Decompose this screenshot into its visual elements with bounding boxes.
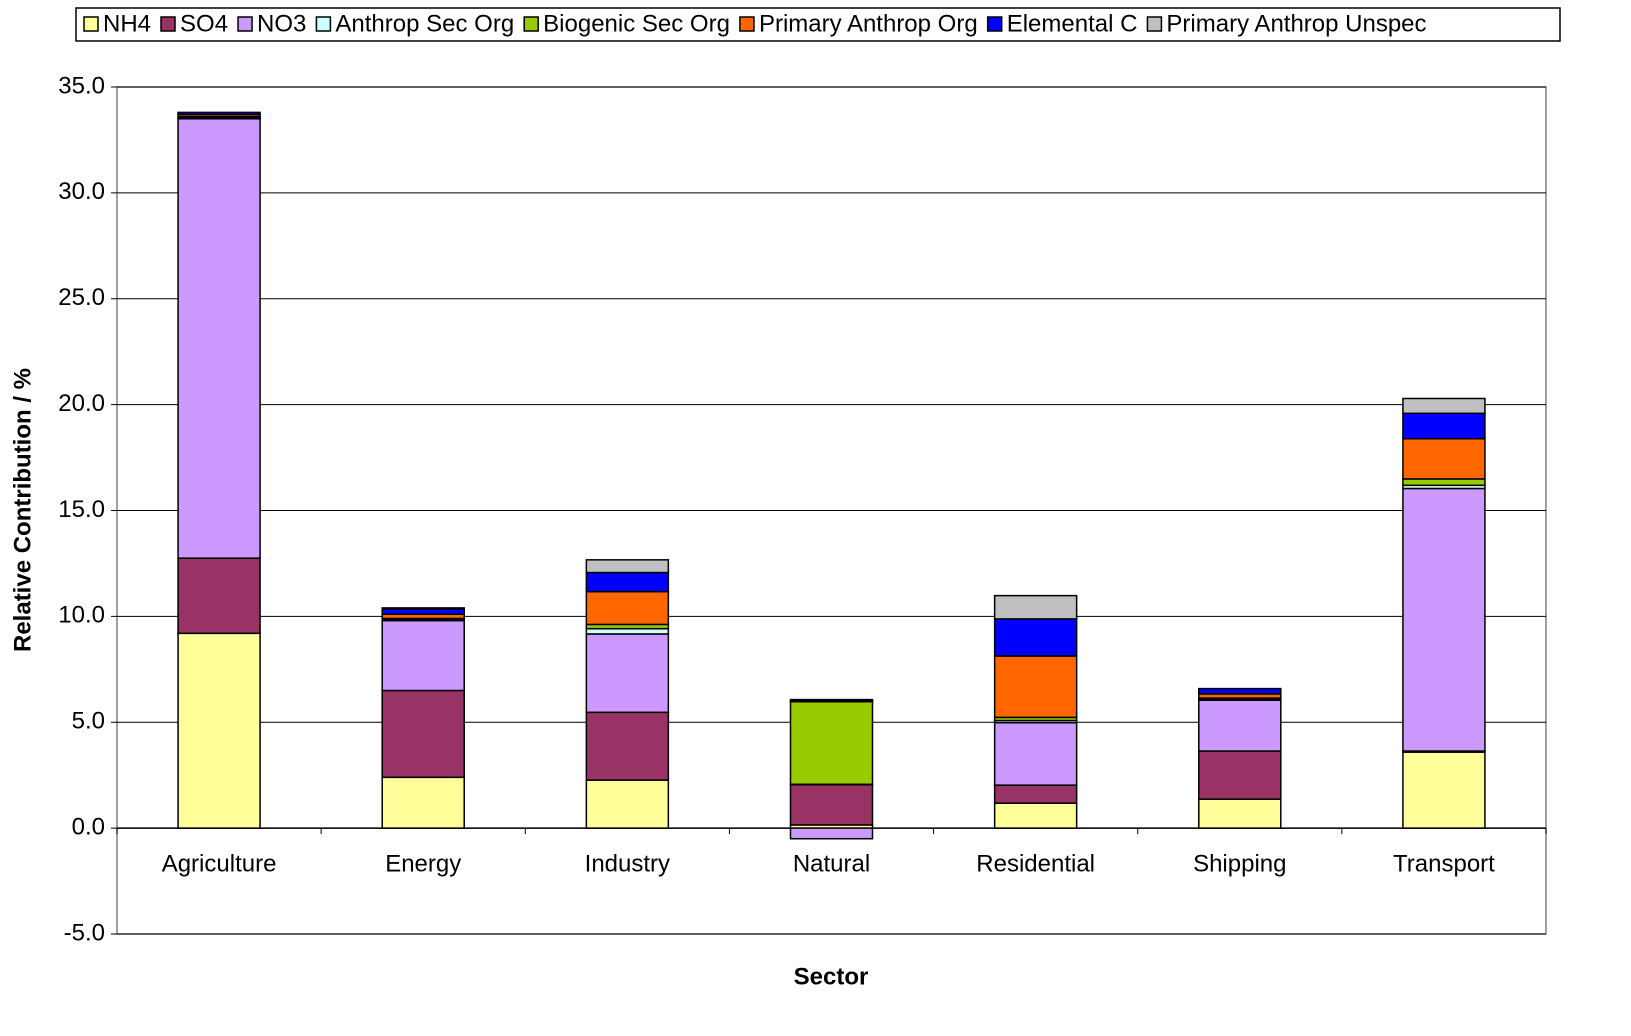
bar-segment	[791, 785, 873, 825]
x-tick-label: Transport	[1393, 850, 1495, 877]
legend-label: Biogenic Sec Org	[543, 10, 730, 37]
y-tick-label: 30.0	[58, 178, 105, 205]
bar-segment	[586, 592, 668, 625]
bar-segment	[586, 634, 668, 712]
bar-segment	[995, 619, 1077, 656]
bar-segment	[995, 596, 1077, 619]
bar-segment	[382, 609, 464, 614]
x-tick-label: Industry	[585, 850, 670, 877]
bar-segment	[586, 560, 668, 573]
y-axis-title: Relative Contribution / %	[9, 368, 36, 652]
bar-segment	[382, 608, 464, 609]
legend-label: Primary Anthrop Unspec	[1166, 10, 1426, 37]
bar-segment	[1199, 689, 1281, 694]
x-tick-label: Shipping	[1193, 850, 1286, 877]
legend-label: Elemental C	[1007, 10, 1138, 37]
x-tick-label: Residential	[976, 850, 1095, 877]
bar-segment	[791, 828, 873, 839]
y-tick-label: 25.0	[58, 284, 105, 311]
legend-label: NO3	[257, 10, 306, 37]
legend-swatch	[524, 17, 538, 31]
bar-segment	[1403, 752, 1485, 828]
legend-label: Anthrop Sec Org	[335, 10, 514, 37]
bar-segment	[382, 621, 464, 691]
bar-segment	[178, 119, 260, 558]
bar-segment	[586, 712, 668, 780]
x-tick-label: Agriculture	[162, 850, 277, 877]
bar-segment	[382, 777, 464, 828]
legend-swatch	[1147, 17, 1161, 31]
legend-swatch	[84, 17, 98, 31]
y-tick-label: 15.0	[58, 496, 105, 523]
bar-segment	[1403, 488, 1485, 751]
bar-segment	[1403, 413, 1485, 438]
legend-swatch	[238, 17, 252, 31]
bar-segment	[1403, 398, 1485, 413]
bar-segment	[586, 573, 668, 592]
legend-label: NH4	[103, 10, 151, 37]
x-axis-title: Sector	[794, 963, 869, 990]
y-tick-label: -5.0	[64, 919, 105, 946]
y-tick-label: 35.0	[58, 72, 105, 99]
bar-segment	[791, 700, 873, 701]
bar-segment	[1403, 439, 1485, 479]
bar-segment	[995, 803, 1077, 828]
y-tick-label: 20.0	[58, 390, 105, 417]
bar-segment	[791, 702, 873, 785]
bar-segment	[1199, 751, 1281, 799]
x-tick-label: Natural	[793, 850, 870, 877]
bar-segment	[586, 780, 668, 828]
legend-label: SO4	[180, 10, 228, 37]
y-tick-label: 10.0	[58, 602, 105, 629]
x-tick-label: Energy	[385, 850, 461, 877]
legend-swatch	[316, 17, 330, 31]
bar-segment	[995, 723, 1077, 785]
bar-segment	[995, 656, 1077, 717]
bar-segment	[178, 633, 260, 828]
bar-segment	[995, 785, 1077, 803]
legend-label: Primary Anthrop Org	[759, 10, 978, 37]
bar-segment	[1199, 799, 1281, 828]
y-tick-label: 0.0	[72, 813, 105, 840]
bar-segment	[1403, 479, 1485, 485]
y-tick-label: 5.0	[72, 708, 105, 735]
bar-segment	[586, 629, 668, 634]
legend-swatch	[988, 17, 1002, 31]
bar-segment	[382, 690, 464, 777]
legend-swatch	[161, 17, 175, 31]
bar-segment	[178, 558, 260, 633]
bar-segment	[1199, 700, 1281, 751]
legend-swatch	[740, 17, 754, 31]
bar-segment	[178, 112, 260, 114]
